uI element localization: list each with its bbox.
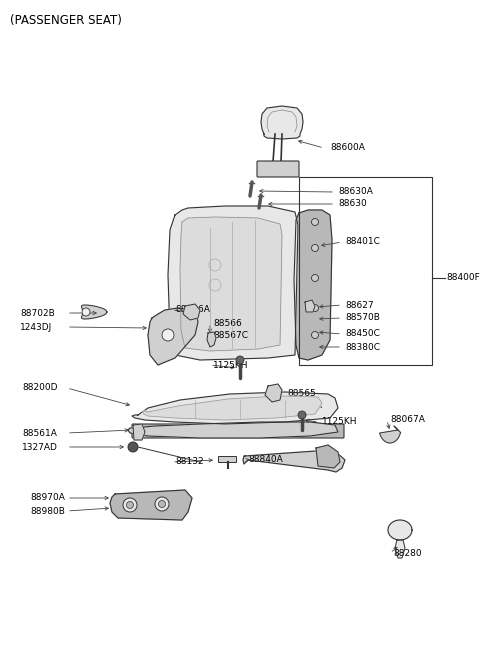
- Polygon shape: [143, 396, 322, 420]
- Polygon shape: [388, 520, 412, 540]
- Polygon shape: [133, 424, 145, 440]
- Polygon shape: [183, 304, 200, 320]
- Polygon shape: [261, 106, 303, 139]
- Circle shape: [312, 305, 319, 312]
- Polygon shape: [207, 332, 216, 347]
- FancyBboxPatch shape: [132, 424, 344, 438]
- Polygon shape: [180, 217, 282, 351]
- Circle shape: [298, 411, 306, 419]
- Bar: [218, 456, 236, 462]
- Text: 1125KH: 1125KH: [322, 417, 358, 426]
- Text: 88627: 88627: [345, 301, 373, 310]
- Circle shape: [127, 502, 133, 508]
- Polygon shape: [316, 445, 340, 468]
- Text: 88565: 88565: [287, 388, 316, 398]
- FancyBboxPatch shape: [257, 161, 299, 177]
- Text: 1125KH: 1125KH: [213, 360, 249, 369]
- Text: 88570B: 88570B: [345, 314, 380, 322]
- Polygon shape: [128, 422, 338, 438]
- Text: 88400F: 88400F: [446, 274, 480, 282]
- Text: 88565A: 88565A: [287, 402, 322, 411]
- Text: 88970A: 88970A: [30, 493, 65, 502]
- Circle shape: [128, 442, 138, 452]
- Text: 88702B: 88702B: [20, 309, 55, 318]
- Text: 88132: 88132: [175, 457, 204, 466]
- Text: 88630A: 88630A: [338, 187, 373, 196]
- Text: 88067A: 88067A: [390, 415, 425, 424]
- Polygon shape: [148, 308, 198, 365]
- Text: 88450C: 88450C: [345, 329, 380, 339]
- Polygon shape: [305, 300, 315, 312]
- Text: 88980B: 88980B: [30, 506, 65, 515]
- Text: 88561A: 88561A: [22, 428, 57, 438]
- Circle shape: [123, 498, 137, 512]
- Text: 88200D: 88200D: [22, 383, 58, 392]
- Text: 88840A: 88840A: [248, 455, 283, 464]
- Polygon shape: [294, 210, 332, 360]
- Circle shape: [155, 497, 169, 511]
- Circle shape: [158, 500, 166, 508]
- Circle shape: [312, 331, 319, 339]
- Polygon shape: [380, 426, 400, 443]
- Circle shape: [312, 274, 319, 282]
- Circle shape: [82, 308, 90, 316]
- Circle shape: [236, 356, 244, 364]
- Text: 88401C: 88401C: [345, 238, 380, 246]
- Polygon shape: [265, 384, 282, 402]
- Circle shape: [312, 219, 319, 225]
- Text: 1243DJ: 1243DJ: [20, 322, 52, 331]
- Text: (PASSENGER SEAT): (PASSENGER SEAT): [10, 14, 122, 27]
- Text: 88066A: 88066A: [175, 305, 210, 314]
- Bar: [299, 177, 432, 365]
- Text: 88380C: 88380C: [345, 343, 380, 352]
- Polygon shape: [243, 450, 345, 472]
- Polygon shape: [82, 305, 107, 319]
- Circle shape: [312, 244, 319, 252]
- Text: 88566: 88566: [213, 318, 242, 328]
- Text: 88567C: 88567C: [213, 331, 248, 341]
- Text: 88630: 88630: [338, 200, 367, 208]
- Text: 1327AD: 1327AD: [22, 443, 58, 451]
- Polygon shape: [132, 392, 338, 424]
- Circle shape: [162, 329, 174, 341]
- Polygon shape: [395, 540, 405, 558]
- Text: 88280: 88280: [393, 548, 421, 557]
- Polygon shape: [110, 490, 192, 520]
- Polygon shape: [168, 206, 298, 360]
- Text: 88600A: 88600A: [330, 143, 365, 153]
